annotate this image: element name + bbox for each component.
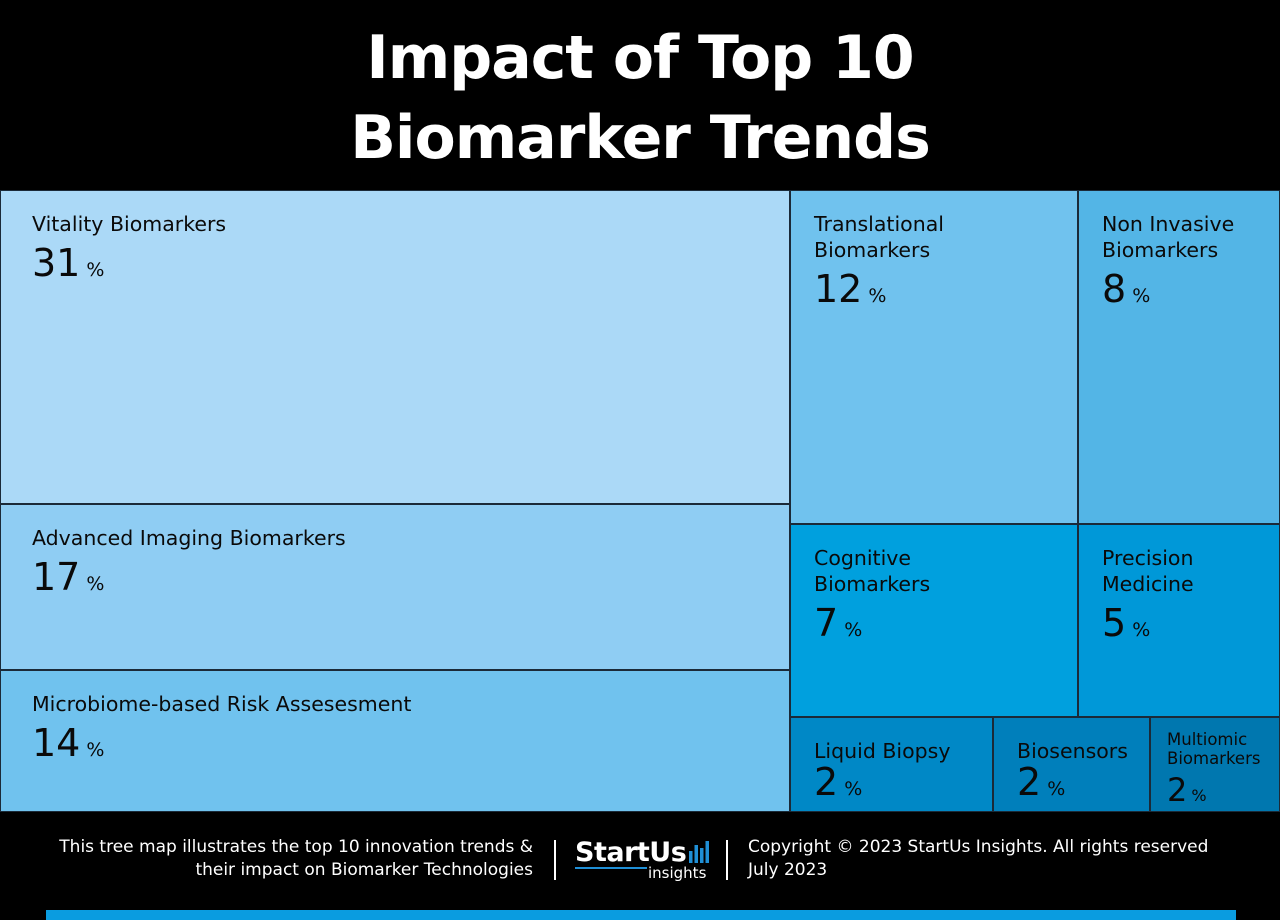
tile-value-number: 17: [32, 555, 81, 599]
footer-description-line-1: This tree map illustrates the top 10 inn…: [59, 837, 533, 857]
tile-value-unit: %: [844, 778, 863, 800]
tile-label: Cognitive Biomarkers: [814, 546, 931, 596]
chart-title-line-1: Impact of Top 10: [366, 23, 914, 93]
tile-value: 8%: [1102, 269, 1150, 316]
tile-value-unit: %: [86, 573, 105, 595]
tile-label: Vitality Biomarkers: [32, 212, 227, 236]
tile-value-unit: %: [1047, 778, 1066, 800]
tile-value-number: 7: [814, 601, 839, 645]
footer-copyright: Copyright © 2023 StartUs Insights. All r…: [748, 837, 1209, 857]
tile-value-number: 5: [1102, 601, 1127, 645]
tile-value-number: 8: [1102, 267, 1127, 311]
bar-chart-icon: [689, 841, 709, 863]
tile-label: Translational Biomarkers: [814, 212, 944, 262]
tile-label: Advanced Imaging Biomarkers: [32, 526, 346, 550]
logo-brand-text: StartUs: [575, 837, 687, 868]
tile-value: 12%: [814, 269, 886, 316]
chart-title: Impact of Top 10 Biomarker Trends: [0, 18, 1280, 178]
footer-divider-left: [554, 840, 556, 880]
tile-biosensors: Biosensors 2%: [993, 717, 1150, 812]
tile-multiomic-biomarkers: Multiomic Biomarkers 2%: [1150, 717, 1280, 812]
treemap: Vitality Biomarkers 31% Advanced Imaging B…: [0, 190, 1280, 812]
tile-label: Precision Medicine: [1102, 546, 1194, 596]
tile-value: 2%: [1017, 762, 1065, 809]
tile-value-unit: %: [1132, 285, 1151, 307]
tile-microbiome-based-risk-assesesment: Microbiome-based Risk Assesesment 14%: [0, 670, 790, 812]
tile-non-invasive-biomarkers: Non Invasive Biomarkers 8%: [1078, 190, 1280, 524]
tile-value-unit: %: [1132, 619, 1151, 641]
tile-value-unit: %: [1191, 786, 1207, 805]
tile-value-number: 14: [32, 721, 81, 765]
footer-copyright-block: Copyright © 2023 StartUs Insights. All r…: [748, 836, 1268, 882]
tile-value: 31%: [32, 243, 104, 290]
tile-cognitive-biomarkers: Cognitive Biomarkers 7%: [790, 524, 1078, 717]
tile-value: 14%: [32, 723, 104, 770]
tile-value-number: 12: [814, 267, 863, 311]
tile-label: Multiomic Biomarkers: [1167, 730, 1261, 768]
tile-value-number: 31: [32, 241, 81, 285]
tile-value-unit: %: [868, 285, 887, 307]
footer-date: July 2023: [748, 860, 828, 880]
logo-sub-text: insights: [648, 864, 707, 882]
tile-precision-medicine: Precision Medicine 5%: [1078, 524, 1280, 717]
tile-value: 17%: [32, 557, 104, 604]
tile-translational-biomarkers: Translational Biomarkers 12%: [790, 190, 1078, 524]
tile-advanced-imaging-biomarkers: Advanced Imaging Biomarkers 17%: [0, 504, 790, 670]
tile-label: Biosensors: [1017, 739, 1128, 763]
tile-value: 7%: [814, 603, 862, 650]
tile-value: 2%: [814, 762, 862, 809]
startus-insights-logo: StartUs insights: [575, 837, 715, 883]
tile-value-unit: %: [844, 619, 863, 641]
tile-value: 5%: [1102, 603, 1150, 650]
tile-value-number: 2: [1167, 771, 1188, 809]
tile-liquid-biopsy: Liquid Biopsy 2%: [790, 717, 993, 812]
tile-value-number: 2: [1017, 760, 1042, 804]
footer-description: This tree map illustrates the top 10 inn…: [0, 836, 533, 882]
tile-value-unit: %: [86, 259, 105, 281]
footer-description-line-2: their impact on Biomarker Technologies: [195, 860, 533, 880]
tile-label: Non Invasive Biomarkers: [1102, 212, 1235, 262]
tile-label: Microbiome-based Risk Assesesment: [32, 692, 412, 716]
tile-vitality-biomarkers: Vitality Biomarkers 31%: [0, 190, 790, 504]
chart-title-line-2: Biomarker Trends: [350, 103, 931, 173]
footer-divider-right: [726, 840, 728, 880]
tile-label: Liquid Biopsy: [814, 739, 951, 763]
tile-value-number: 2: [814, 760, 839, 804]
tile-value-unit: %: [86, 739, 105, 761]
logo-underline: [575, 867, 647, 869]
bottom-accent-bar: [46, 910, 1236, 920]
tile-value: 2%: [1167, 770, 1207, 811]
